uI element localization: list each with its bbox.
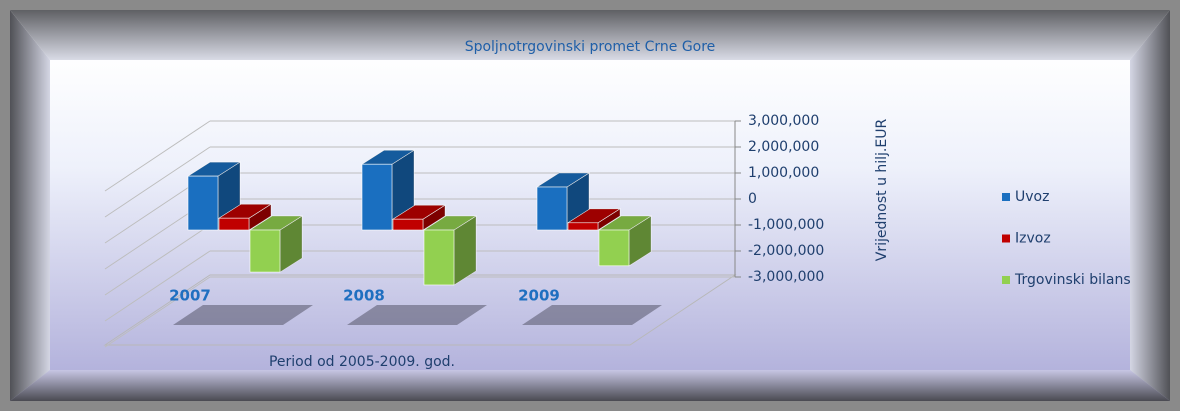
x-axis-title: Period od 2005-2009. god.	[269, 354, 455, 370]
legend-label: Izvoz	[1015, 231, 1051, 247]
y-tick-label: 0	[748, 191, 757, 207]
grid-line	[104, 276, 211, 348]
legend-label: Trgovinski bilans	[1014, 272, 1131, 288]
bevel	[1130, 10, 1170, 401]
legend-swatch	[1002, 234, 1010, 243]
legend-swatch	[1002, 193, 1010, 201]
bar	[392, 218, 424, 231]
bar-top-shade	[250, 216, 302, 230]
bar-shadow	[173, 305, 313, 325]
bar-top-shade	[393, 205, 445, 220]
bar-top-shade	[599, 216, 651, 230]
bar	[598, 229, 630, 267]
grid-line	[104, 146, 211, 218]
bar-top-shade	[537, 172, 589, 187]
bar-shadow	[347, 305, 487, 325]
x-tick-label: 2009	[518, 287, 560, 305]
legend-swatch	[1002, 276, 1010, 284]
bar	[361, 163, 393, 231]
bar-top-shade	[362, 150, 414, 165]
bar	[218, 217, 250, 231]
bar-side-shade	[629, 216, 651, 266]
bar-side-shade	[454, 216, 476, 285]
y-tick-label: -3,000,000	[748, 269, 824, 285]
y-tick-label: -2,000,000	[748, 243, 824, 259]
bar	[536, 186, 568, 231]
bar-top-shade	[568, 208, 620, 223]
chart-title: Spoljnotrgovinski promet Crne Gore	[465, 39, 716, 55]
y-axis-title: Vrijednost u hilj.EUR	[874, 119, 890, 262]
bar-top-shade	[188, 162, 240, 177]
x-tick-label: 2008	[343, 287, 385, 305]
bar-side-shade	[249, 204, 271, 230]
y-tick-label: -1,000,000	[748, 217, 824, 233]
grid-line	[104, 250, 211, 322]
y-tick-label: 2,000,000	[748, 139, 819, 155]
x-tick-label: 2007	[169, 287, 211, 305]
bar	[187, 175, 219, 231]
bar-side-shade	[423, 205, 445, 230]
y-tick-label: 3,000,000	[748, 113, 819, 129]
bar-side-shade	[280, 216, 302, 273]
bar	[423, 229, 455, 286]
grid-line	[104, 120, 211, 192]
bar	[567, 222, 599, 231]
legend-label: Uvoz	[1015, 189, 1049, 205]
bar-shadow	[522, 305, 662, 325]
y-tick-label: 1,000,000	[748, 165, 819, 181]
bevel	[10, 370, 1170, 401]
bar-top-shade	[424, 216, 476, 230]
bevel	[10, 10, 1170, 60]
bar	[249, 229, 281, 273]
bar-side-shade	[598, 208, 620, 230]
bar-top-shade	[219, 204, 271, 219]
grid-line	[104, 224, 211, 296]
bevel	[10, 10, 50, 401]
